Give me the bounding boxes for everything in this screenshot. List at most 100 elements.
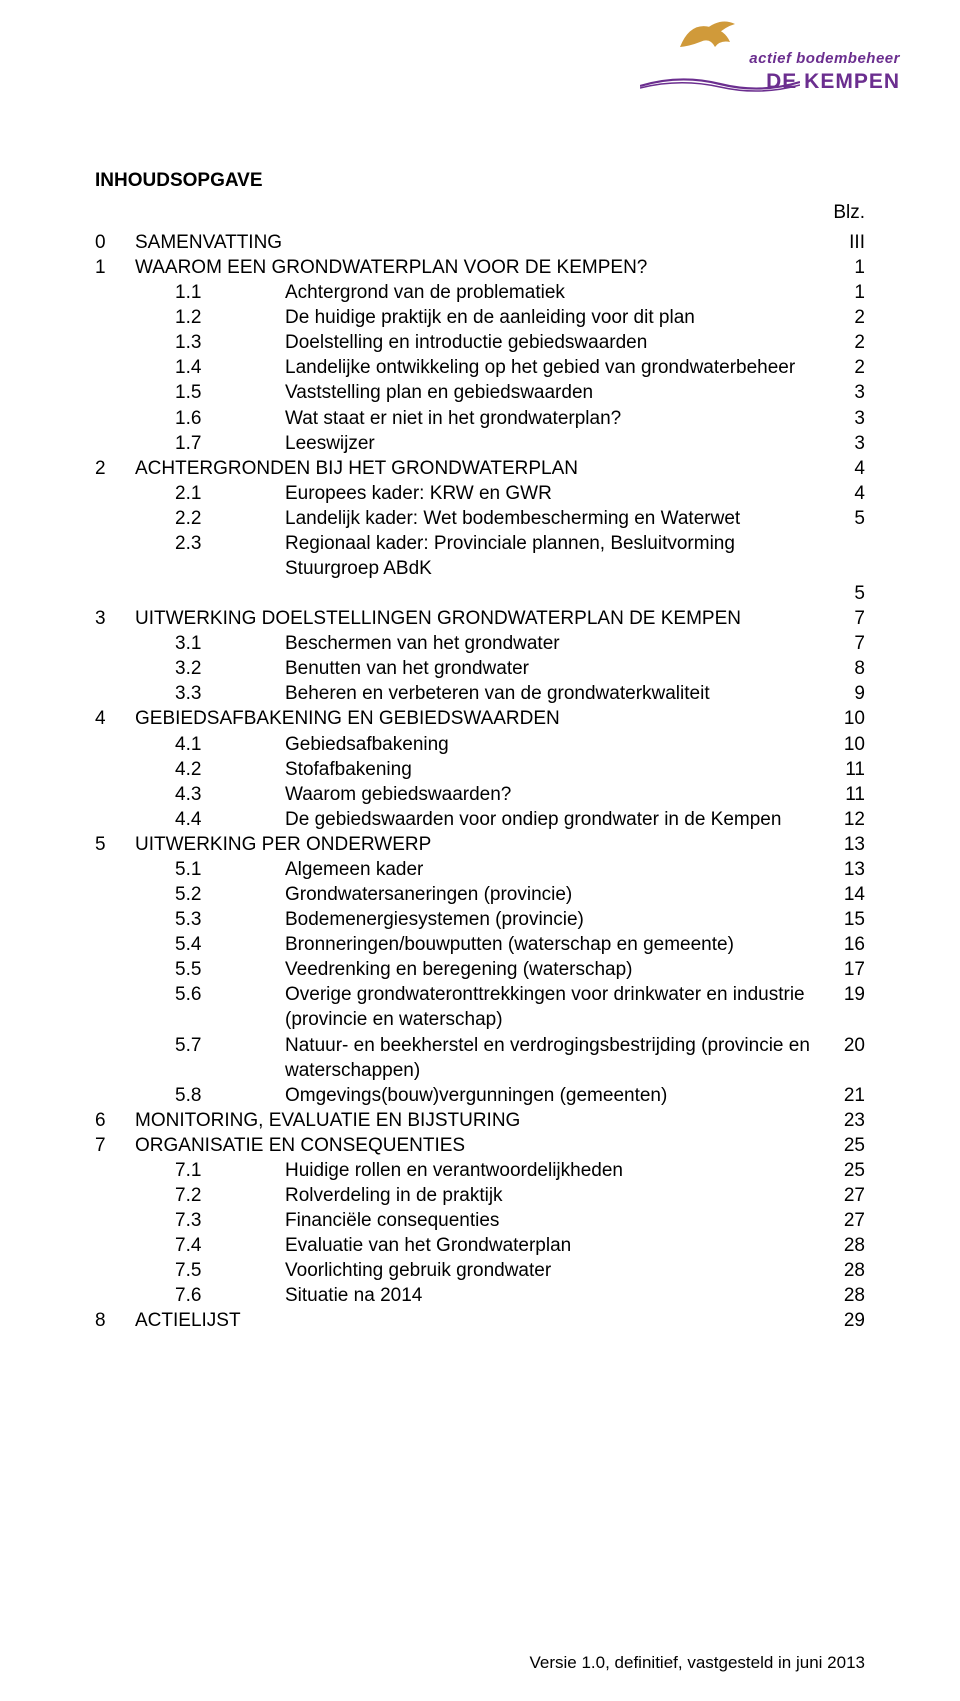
- toc-page: 23: [825, 1108, 865, 1133]
- toc-number: 3.1: [135, 631, 285, 656]
- toc-number: 5.8: [135, 1083, 285, 1108]
- toc-text: SAMENVATTING: [135, 230, 825, 255]
- toc-entry: 2.3Regionaal kader: Provinciale plannen,…: [95, 531, 865, 581]
- toc-entry: 4.1Gebiedsafbakening10: [95, 732, 865, 757]
- toc-number: 7.3: [135, 1208, 285, 1233]
- toc-number: 5.4: [135, 932, 285, 957]
- document-page: actief bodembeheer DE KEMPEN INHOUDSOPGA…: [0, 0, 960, 1701]
- toc-entry-continuation: 5: [95, 581, 865, 606]
- toc-entry: 2ACHTERGRONDEN BIJ HET GRONDWATERPLAN4: [95, 456, 865, 481]
- toc-entry: 5.3Bodemenergiesystemen (provincie)15: [95, 907, 865, 932]
- toc-number: 0: [95, 230, 135, 255]
- toc-number: 4.4: [135, 807, 285, 832]
- toc-text: De huidige praktijk en de aanleiding voo…: [285, 305, 825, 330]
- logo-tagline: actief bodembeheer: [749, 50, 900, 67]
- toc-entry: 7.4Evaluatie van het Grondwaterplan28: [95, 1233, 865, 1258]
- toc-text: Bodemenergiesystemen (provincie): [285, 907, 825, 932]
- toc-entry: 4.3Waarom gebiedswaarden?11: [95, 782, 865, 807]
- page-footer: Versie 1.0, definitief, vastgesteld in j…: [530, 1653, 866, 1673]
- toc-number: 4.3: [135, 782, 285, 807]
- toc-entry: 7.5Voorlichting gebruik grondwater28: [95, 1258, 865, 1283]
- toc-page: 14: [825, 882, 865, 907]
- toc-page: 16: [825, 932, 865, 957]
- toc-text: Voorlichting gebruik grondwater: [285, 1258, 825, 1283]
- toc-number: 3.2: [135, 656, 285, 681]
- toc-entry: 7ORGANISATIE EN CONSEQUENTIES25: [95, 1133, 865, 1158]
- toc-entry: 5.7Natuur- en beekherstel en verdrogings…: [95, 1033, 865, 1083]
- toc-entry: 7.6Situatie na 201428: [95, 1283, 865, 1308]
- toc-number: 1.6: [135, 406, 285, 431]
- toc-entry: 1.5Vaststelling plan en gebiedswaarden3: [95, 380, 865, 405]
- toc-page: 5: [825, 581, 865, 606]
- toc-page: 13: [825, 832, 865, 857]
- toc-text: Veedrenking en beregening (waterschap): [285, 957, 825, 982]
- toc-page: 20: [825, 1033, 865, 1058]
- toc-page: III: [825, 230, 865, 255]
- toc-text: Overige grondwateronttrekkingen voor dri…: [285, 982, 825, 1032]
- toc-page: 17: [825, 957, 865, 982]
- toc-entry: 5.6Overige grondwateronttrekkingen voor …: [95, 982, 865, 1032]
- toc-text: ACHTERGRONDEN BIJ HET GRONDWATERPLAN: [135, 456, 825, 481]
- toc-text: Wat staat er niet in het grondwaterplan?: [285, 406, 825, 431]
- toc-number: 4.1: [135, 732, 285, 757]
- swirl-icon: [640, 74, 800, 92]
- toc-page: 21: [825, 1083, 865, 1108]
- toc-text: Vaststelling plan en gebiedswaarden: [285, 380, 825, 405]
- toc-text: UITWERKING PER ONDERWERP: [135, 832, 825, 857]
- toc-entry: 4.2Stofafbakening11: [95, 757, 865, 782]
- toc-number: 1.3: [135, 330, 285, 355]
- toc-text: Evaluatie van het Grondwaterplan: [285, 1233, 825, 1258]
- toc-entry: 5.5Veedrenking en beregening (waterschap…: [95, 957, 865, 982]
- toc-text: UITWERKING DOELSTELLINGEN GRONDWATERPLAN…: [135, 606, 825, 631]
- toc-number: 1.5: [135, 380, 285, 405]
- toc-text: Situatie na 2014: [285, 1283, 825, 1308]
- toc-number: 7.5: [135, 1258, 285, 1283]
- toc-page: 8: [825, 656, 865, 681]
- toc-page: 1: [825, 280, 865, 305]
- toc-entry: 1.6Wat staat er niet in het grondwaterpl…: [95, 406, 865, 431]
- toc-number: 6: [95, 1108, 135, 1133]
- toc-text: Europees kader: KRW en GWR: [285, 481, 825, 506]
- toc-entry: 5UITWERKING PER ONDERWERP13: [95, 832, 865, 857]
- toc-text: Beschermen van het grondwater: [285, 631, 825, 656]
- toc-page: 19: [825, 982, 865, 1007]
- toc-page: 3: [825, 380, 865, 405]
- toc-number: 2.2: [135, 506, 285, 531]
- toc-number: 5.6: [135, 982, 285, 1007]
- toc-page: 29: [825, 1308, 865, 1333]
- toc-number: 7.6: [135, 1283, 285, 1308]
- toc-page: 5: [825, 506, 865, 531]
- toc-page: 15: [825, 907, 865, 932]
- toc-number: 7.2: [135, 1183, 285, 1208]
- toc-number: 2: [95, 456, 135, 481]
- toc-text: De gebiedswaarden voor ondiep grondwater…: [285, 807, 825, 832]
- toc-number: 1: [95, 255, 135, 280]
- toc-entry: 5.8Omgevings(bouw)vergunningen (gemeente…: [95, 1083, 865, 1108]
- toc-text: Beheren en verbeteren van de grondwaterk…: [285, 681, 825, 706]
- toc-page: 3: [825, 406, 865, 431]
- toc-page: 7: [825, 631, 865, 656]
- toc-text: Algemeen kader: [285, 857, 825, 882]
- toc-entry: 5.1Algemeen kader13: [95, 857, 865, 882]
- toc-page: 4: [825, 481, 865, 506]
- toc-number: 1.1: [135, 280, 285, 305]
- toc-text: Doelstelling en introductie gebiedswaard…: [285, 330, 825, 355]
- toc-number: 5: [95, 832, 135, 857]
- toc-text: ORGANISATIE EN CONSEQUENTIES: [135, 1133, 825, 1158]
- toc-entry: 5.2Grondwatersaneringen (provincie)14: [95, 882, 865, 907]
- toc-page: 27: [825, 1208, 865, 1233]
- toc-text: Natuur- en beekherstel en verdrogingsbes…: [285, 1033, 825, 1083]
- toc-number: 4: [95, 706, 135, 731]
- toc-entry: 1.1Achtergrond van de problematiek1: [95, 280, 865, 305]
- toc-page: 1: [825, 255, 865, 280]
- toc-entry: 3UITWERKING DOELSTELLINGEN GRONDWATERPLA…: [95, 606, 865, 631]
- toc-page: 12: [825, 807, 865, 832]
- toc-entry: 4.4De gebiedswaarden voor ondiep grondwa…: [95, 807, 865, 832]
- brand-logo: actief bodembeheer DE KEMPEN: [640, 12, 900, 112]
- toc-text: Grondwatersaneringen (provincie): [285, 882, 825, 907]
- toc-page: 2: [825, 330, 865, 355]
- toc-entry: 1.7Leeswijzer3: [95, 431, 865, 456]
- toc-text: Achtergrond van de problematiek: [285, 280, 825, 305]
- toc-entry: 8ACTIELIJST29: [95, 1308, 865, 1333]
- toc-text: Gebiedsafbakening: [285, 732, 825, 757]
